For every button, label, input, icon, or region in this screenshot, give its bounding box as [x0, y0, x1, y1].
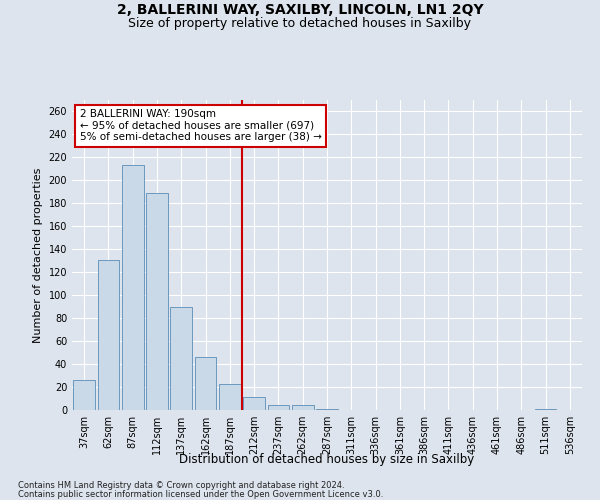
Bar: [122, 166, 143, 410]
Bar: [292, 406, 314, 410]
Bar: [316, 409, 338, 410]
Text: 2, BALLERINI WAY, SAXILBY, LINCOLN, LN1 2QY: 2, BALLERINI WAY, SAXILBY, LINCOLN, LN1 …: [116, 2, 484, 16]
Bar: [146, 193, 168, 410]
Bar: [97, 260, 119, 410]
Y-axis label: Number of detached properties: Number of detached properties: [33, 168, 43, 342]
Text: Distribution of detached houses by size in Saxilby: Distribution of detached houses by size …: [179, 452, 475, 466]
Text: Contains public sector information licensed under the Open Government Licence v3: Contains public sector information licen…: [18, 490, 383, 499]
Bar: [73, 380, 95, 410]
Bar: [535, 409, 556, 410]
Bar: [194, 357, 217, 410]
Text: Contains HM Land Registry data © Crown copyright and database right 2024.: Contains HM Land Registry data © Crown c…: [18, 481, 344, 490]
Text: Size of property relative to detached houses in Saxilby: Size of property relative to detached ho…: [128, 18, 472, 30]
Bar: [243, 398, 265, 410]
Bar: [170, 306, 192, 410]
Bar: [219, 384, 241, 410]
Bar: [268, 406, 289, 410]
Text: 2 BALLERINI WAY: 190sqm
← 95% of detached houses are smaller (697)
5% of semi-de: 2 BALLERINI WAY: 190sqm ← 95% of detache…: [80, 110, 322, 142]
